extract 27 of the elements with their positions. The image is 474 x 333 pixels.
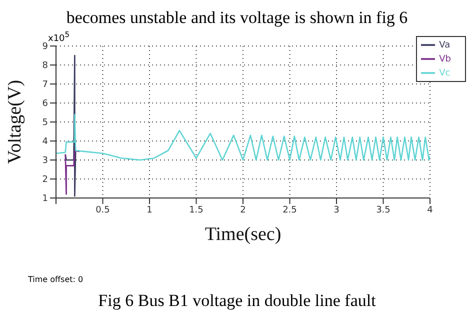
line-series bbox=[56, 114, 430, 161]
y-tick-label: 7 bbox=[42, 80, 48, 90]
legend-label: Vb bbox=[439, 54, 451, 64]
y-tick-label: 6 bbox=[42, 99, 48, 110]
x-tick-label: 3 bbox=[334, 205, 340, 216]
legend-label: Vc bbox=[439, 68, 450, 78]
y-tick-label: 4 bbox=[42, 137, 48, 148]
text: Time offset: 0 bbox=[28, 275, 84, 284]
line-series bbox=[64, 150, 80, 195]
x-tick-label: 0.5 bbox=[96, 205, 110, 216]
x-tick-label: 2.5 bbox=[282, 205, 297, 216]
y-tick-label: 2 bbox=[42, 175, 48, 186]
x-axis-title: Time(sec) bbox=[204, 224, 282, 245]
x-tick-label: 4 bbox=[427, 205, 434, 216]
y-tick-label: 8 bbox=[42, 61, 48, 72]
y-tick-label: 3 bbox=[42, 156, 48, 166]
text: x10$^{5}$ bbox=[48, 30, 70, 44]
y-tick-label: 1 bbox=[42, 194, 48, 204]
y-tick-label: 5 bbox=[42, 118, 48, 128]
y-tick-label: 9 bbox=[42, 42, 48, 52]
x-tick-label: 1.5 bbox=[189, 205, 204, 216]
text: Fig 6 Bus B1 voltage in double line fault bbox=[97, 290, 377, 312]
x-tick-label: 1 bbox=[146, 205, 152, 216]
text: becomes unstable and its voltage is shown in fig 6 bbox=[65, 8, 409, 28]
x-tick-label: 3.5 bbox=[376, 205, 390, 216]
legend-label: Va bbox=[439, 40, 450, 50]
x-tick-label: 2 bbox=[240, 205, 246, 216]
